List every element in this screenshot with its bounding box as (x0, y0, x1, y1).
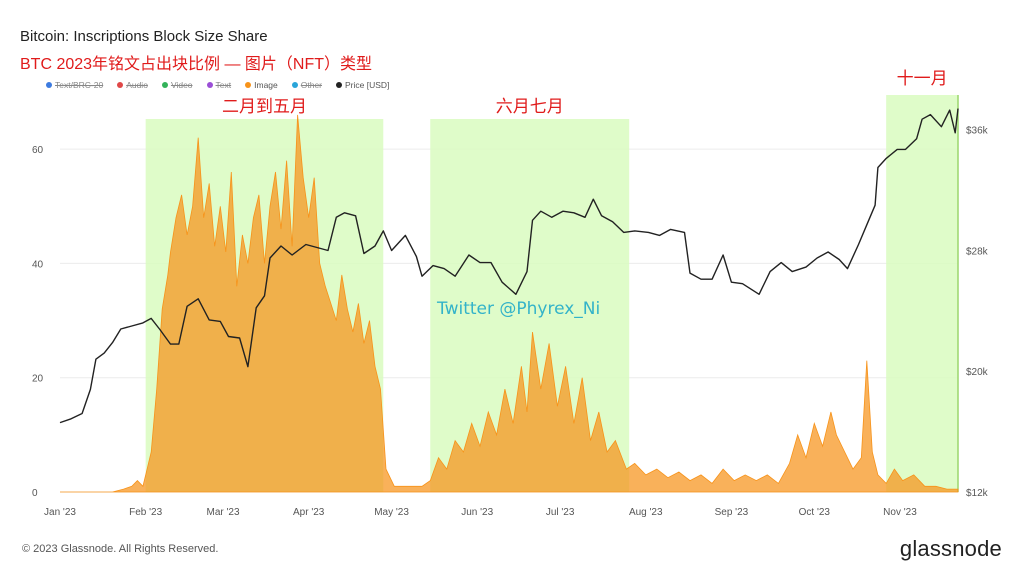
image-area-path (60, 114, 959, 493)
y-left-tick-label: 60 (32, 145, 44, 156)
legend-dot-icon (336, 82, 343, 88)
x-tick-label: Apr '23 (293, 507, 325, 518)
y-left-tick-label: 40 (32, 259, 44, 270)
y-right-tick-label: $20k (966, 367, 989, 378)
legend: Text/BRC-20 Audio Video Text Image Other… (46, 80, 389, 90)
legend-label: Audio (126, 80, 148, 90)
y-left-tick-label: 0 (32, 488, 38, 499)
legend-item-image[interactable]: Image (245, 80, 278, 90)
highlight-band (886, 119, 958, 492)
legend-item-other[interactable]: Other (291, 80, 323, 90)
y-left-tick-label: 20 (32, 374, 44, 385)
x-axis: Jan '23 Feb '23 Mar '23 Apr '23 May '23 Jun '… (44, 507, 917, 518)
legend-item-text-brc20[interactable]: Text/BRC-20 (46, 80, 103, 90)
legend-label: Text/BRC-20 (55, 80, 104, 90)
y-right-tick-label: $28k (966, 246, 989, 257)
x-tick-label: Jan '23 (44, 507, 76, 518)
x-tick-label: Oct '23 (799, 507, 831, 518)
price-series-line (59, 108, 959, 424)
legend-label: Price [USD] (345, 80, 390, 90)
legend-item-text[interactable]: Text (206, 80, 232, 90)
legend-item-video[interactable]: Video (161, 80, 193, 90)
x-tick-label: Nov '23 (883, 507, 917, 518)
annotations: 二月到五月 六月七月 十一月 (222, 69, 948, 117)
x-tick-label: Feb '23 (129, 507, 162, 518)
y-right-tick-label: $36k (966, 126, 989, 137)
legend-dot-icon (206, 82, 213, 88)
legend-dot-icon (291, 82, 298, 88)
annotation-label: 六月七月 (496, 97, 564, 117)
price-line-path (59, 108, 959, 424)
annotation-label: 十一月 (897, 69, 948, 89)
annotation-label: 二月到五月 (222, 97, 307, 117)
y-axis-right: $12k $20k $28k $36k (966, 126, 989, 499)
chart-title: Bitcoin: Inscriptions Block Size Share (20, 28, 268, 45)
legend-dot-icon (46, 82, 52, 88)
legend-label: Other (300, 80, 323, 90)
watermark: Twitter @Phyrex_Ni (436, 299, 600, 319)
image-series-area (60, 114, 959, 493)
legend-label: Text (215, 80, 232, 90)
legend-dot-icon (161, 82, 168, 88)
y-axis-left: 0 20 40 60 (32, 145, 44, 499)
legend-dot-icon (117, 82, 124, 88)
glassnode-logo: glassnode (899, 536, 1002, 561)
legend-item-price[interactable]: Price [USD] (336, 80, 389, 90)
legend-dot-icon (245, 82, 252, 88)
x-tick-label: May '23 (374, 507, 409, 518)
x-tick-label: Jul '23 (546, 507, 575, 518)
highlight-band-top (886, 95, 958, 119)
chart-subtitle: BTC 2023年铭文占出块比例 — 图片（NFT）类型 (20, 56, 373, 73)
legend-item-audio[interactable]: Audio (117, 80, 148, 90)
y-right-tick-label: $12k (966, 488, 989, 499)
x-tick-label: Mar '23 (206, 507, 239, 518)
copyright-footer: © 2023 Glassnode. All Rights Reserved. (22, 543, 219, 555)
x-tick-label: Sep '23 (715, 507, 749, 518)
x-tick-label: Jun '23 (461, 507, 493, 518)
legend-label: Image (254, 80, 278, 90)
x-tick-label: Aug '23 (629, 507, 663, 518)
legend-label: Video (170, 80, 193, 90)
